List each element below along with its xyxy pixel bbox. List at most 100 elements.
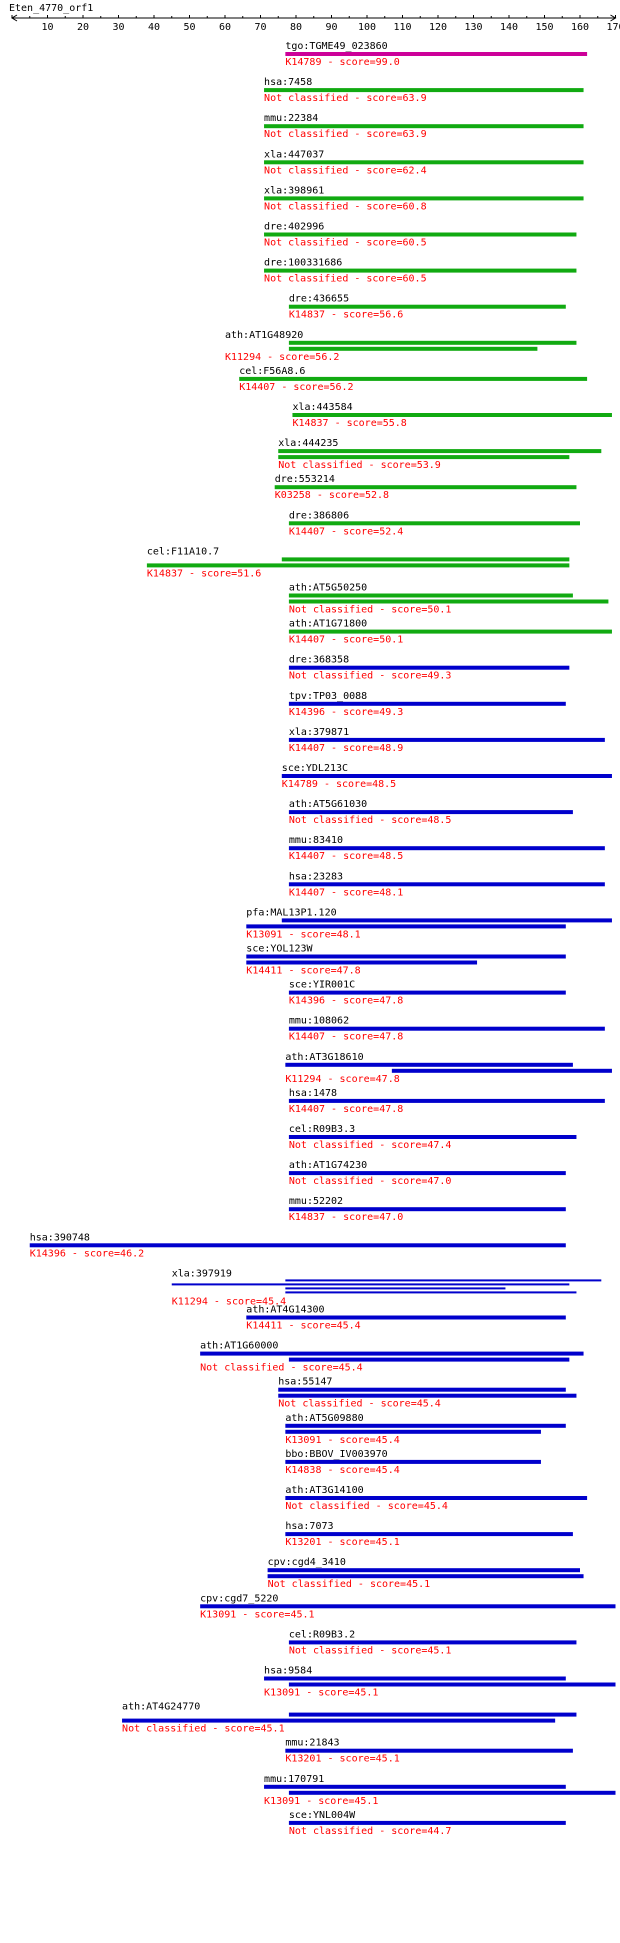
hit-entry: tgo:TGME49_023860 K14789 - score=99.0 — [285, 41, 588, 68]
hit-entry: cpv:cgd7_5220 K13091 - score=45.1 — [200, 1593, 616, 1620]
hit-score-label: Not classified - score=50.1 — [289, 605, 452, 616]
hit-score-label: K14407 - score=48.1 — [289, 887, 403, 898]
hit-id-label: tpv:TP03_0088 — [289, 691, 367, 702]
hit-id-label: cpv:cgd7_5220 — [200, 1593, 278, 1604]
axis-tick-label: 10 — [41, 22, 53, 33]
hit-score-label: K14411 - score=47.8 — [246, 966, 360, 977]
hit-entry: hsa:9584 K13091 - score=45.1 — [264, 1666, 616, 1699]
hit-id-label: mmu:22384 — [264, 113, 318, 124]
hit-alignment-bar — [288, 1098, 605, 1103]
hit-score-label: K14789 - score=48.5 — [282, 779, 396, 790]
hit-id-label: ath:AT4G24770 — [122, 1702, 200, 1713]
hit-score-label: K14407 - score=56.2 — [239, 382, 353, 393]
hit-score-label: K13091 - score=48.1 — [246, 929, 360, 940]
hit-entry: hsa:7073 K13201 - score=45.1 — [285, 1521, 573, 1548]
hit-id-label: ath:AT1G60000 — [200, 1341, 278, 1352]
hit-alignment-bar — [246, 924, 566, 929]
hit-score-label: Not classified - score=60.8 — [264, 201, 427, 212]
hit-alignment-bar — [288, 810, 573, 815]
axis-tick-label: 100 — [358, 22, 376, 33]
hit-entry: xla:443584 K14837 - score=55.8 — [292, 402, 612, 429]
hit-id-label: xla:397919 — [172, 1268, 232, 1279]
hit-alignment-bar — [285, 1429, 541, 1434]
hit-entry: ath:AT4G14300 K14411 - score=45.4 — [246, 1305, 566, 1332]
hit-entry: bbo:BBOV_IV003970 K14838 - score=45.4 — [285, 1449, 541, 1476]
hit-alignment-bar — [264, 196, 584, 201]
axis-tick-label: 120 — [429, 22, 447, 33]
hit-id-label: mmu:108062 — [289, 1016, 349, 1027]
hit-score-label: K13091 - score=45.4 — [285, 1435, 399, 1446]
scale-axis: 10 20 30 40 50 60 70 80 90 100 110 120 130 140 150 160 1… — [11, 14, 620, 33]
hit-entry: dre:402996 Not classified - score=60.5 — [264, 222, 577, 249]
hit-score-label: Not classified - score=47.0 — [289, 1176, 452, 1187]
hit-alignment-bar — [285, 1062, 573, 1067]
hit-id-label: sce:YOL123W — [246, 944, 313, 955]
hit-score-label: Not classified - score=45.4 — [285, 1501, 448, 1512]
hit-score-label: K14837 - score=56.6 — [289, 310, 403, 321]
hit-alignment-bar — [285, 1748, 573, 1753]
hit-entry: ath:AT4G24770 Not classified - score=45.1 — [122, 1702, 577, 1735]
hit-alignment-bar — [288, 1712, 577, 1717]
hit-alignment-bar — [267, 1574, 584, 1579]
hit-id-label: dre:553214 — [275, 474, 335, 485]
axis-tick-label: 150 — [535, 22, 553, 33]
hit-alignment-bar — [200, 1604, 616, 1609]
hit-score-label: Not classified - score=45.4 — [200, 1363, 363, 1374]
hit-score-label: K14837 - score=47.0 — [289, 1212, 403, 1223]
hit-score-label: Not classified - score=63.9 — [264, 129, 427, 140]
hit-id-label: cel:R09B3.2 — [289, 1629, 355, 1640]
hit-alignment-bar — [288, 1357, 570, 1362]
hit-entry: ath:AT1G60000 Not classified - score=45.4 — [200, 1341, 584, 1374]
hit-alignment-bar — [288, 1171, 566, 1176]
hit-alignment-bar — [246, 1315, 566, 1320]
hit-alignment-bar — [288, 346, 538, 351]
hit-id-label: sce:YDL213C — [282, 763, 348, 774]
hit-id-label: hsa:390748 — [30, 1232, 90, 1243]
hit-score-label: K13091 - score=45.1 — [264, 1796, 378, 1807]
axis-tick-label: 30 — [112, 22, 124, 33]
hit-score-label: K13091 - score=45.1 — [264, 1688, 378, 1699]
hit-id-label: ath:AT5G61030 — [289, 799, 367, 810]
hit-id-label: hsa:55147 — [278, 1377, 332, 1388]
hit-alignment-bar — [288, 701, 566, 706]
hit-entry: xla:398961 Not classified - score=60.8 — [264, 185, 584, 212]
hit-entry: ath:AT5G50250 Not classified - score=50.1 — [288, 583, 609, 616]
hit-score-label: K14407 - score=48.9 — [289, 743, 403, 754]
hit-alignment-bar — [171, 1283, 570, 1286]
hit-alignment-bar — [239, 376, 588, 381]
hit-entry: ath:AT3G14100 Not classified - score=45.4 — [285, 1485, 588, 1512]
hit-score-label: Not classified - score=60.5 — [264, 274, 427, 285]
hit-score-label: K14411 - score=45.4 — [246, 1321, 360, 1332]
hit-score-label: K14407 - score=52.4 — [289, 526, 403, 537]
hit-alignment-bar — [264, 1676, 566, 1681]
hit-entry: sce:YDL213C K14789 - score=48.5 — [281, 763, 612, 790]
axis-tick-label: 80 — [290, 22, 302, 33]
hit-alignment-bar — [246, 954, 566, 959]
hit-alignment-bar — [264, 1784, 566, 1789]
hit-id-label: dre:368358 — [289, 655, 349, 666]
hit-id-label: bbo:BBOV_IV003970 — [285, 1449, 387, 1460]
hit-score-label: K13201 - score=45.1 — [285, 1537, 399, 1548]
hit-score-label: K11294 - score=56.2 — [225, 352, 339, 363]
hit-alignment-bar — [285, 1291, 577, 1294]
hit-entry: ath:AT1G71800 K14407 - score=50.1 — [288, 619, 612, 646]
hit-alignment-bar — [29, 1243, 566, 1248]
hit-entry: xla:444235 Not classified - score=53.9 — [278, 438, 602, 471]
hit-alignment-bar — [281, 774, 612, 778]
hit-alignment-bar — [285, 1459, 541, 1464]
hit-id-label: cpv:cgd4_3410 — [268, 1557, 346, 1568]
hit-entry: mmu:83410 K14407 - score=48.5 — [288, 835, 605, 862]
axis-tick-label: 50 — [183, 22, 195, 33]
hit-alignment-bar — [281, 557, 570, 562]
hit-entry: mmu:52202 K14837 - score=47.0 — [288, 1196, 566, 1223]
hit-alignment-bar — [285, 1287, 506, 1290]
hit-score-label: K14407 - score=48.5 — [289, 851, 403, 862]
hit-score-label: K14837 - score=55.8 — [292, 418, 406, 429]
axis-tick-label: 110 — [393, 22, 411, 33]
hit-alignment-bar — [122, 1718, 556, 1723]
hit-alignment-bar — [264, 232, 577, 237]
hit-entry: ath:AT3G18610 K11294 - score=47.8 — [285, 1052, 612, 1085]
hit-alignment-bar — [288, 1026, 605, 1031]
hit-score-label: K13091 - score=45.1 — [200, 1609, 314, 1620]
hit-alignment-bar — [200, 1351, 584, 1356]
